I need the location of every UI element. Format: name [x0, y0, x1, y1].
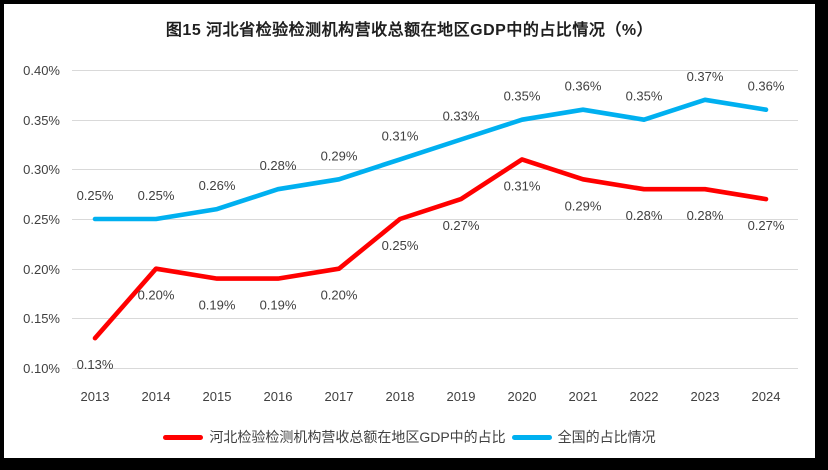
national-series-line-swatch	[511, 434, 552, 440]
national-data-label: 0.36%	[565, 79, 602, 94]
hebei-data-label: 0.20%	[321, 288, 358, 303]
y-axis-tick-label: 0.35%	[23, 113, 60, 128]
national-data-label: 0.36%	[748, 79, 785, 94]
y-axis-tick-label: 0.40%	[23, 63, 60, 78]
x-axis-tick-label: 2024	[752, 389, 781, 404]
x-axis-tick-label: 2022	[630, 389, 659, 404]
x-axis-tick-label: 2016	[264, 389, 293, 404]
national-data-label: 0.28%	[260, 158, 297, 173]
x-axis-tick-label: 2021	[569, 389, 598, 404]
hebei-data-label: 0.28%	[687, 208, 724, 223]
hebei-data-label: 0.27%	[748, 218, 785, 233]
hebei-data-label: 0.25%	[382, 238, 419, 253]
legend-label-hebei: 河北检验检测机构营收总额在地区GDP中的占比	[209, 429, 506, 445]
legend-item-hebei: 河北检验检测机构营收总额在地区GDP中的占比	[163, 427, 506, 447]
x-axis-tick-label: 2020	[508, 389, 537, 404]
hebei-data-label: 0.13%	[77, 357, 114, 372]
hebei-data-label: 0.19%	[199, 298, 236, 313]
x-axis-tick-label: 2023	[691, 389, 720, 404]
legend-label-national: 全国的占比情况	[557, 429, 656, 445]
hebei-series-line-swatch	[163, 434, 204, 440]
y-axis-tick-label: 0.10%	[23, 361, 60, 376]
national-data-label: 0.25%	[138, 188, 175, 203]
chart-canvas	[4, 4, 815, 458]
national-data-label: 0.33%	[443, 109, 480, 124]
national-data-label: 0.37%	[687, 69, 724, 84]
hebei-series-line	[92, 157, 769, 341]
x-axis-tick-label: 2017	[325, 389, 354, 404]
x-axis-tick-label: 2015	[203, 389, 232, 404]
national-data-label: 0.26%	[199, 178, 236, 193]
y-axis-tick-label: 0.15%	[23, 311, 60, 326]
x-axis-tick-label: 2019	[447, 389, 476, 404]
y-axis-tick-label: 0.20%	[23, 262, 60, 277]
x-axis-tick-label: 2014	[142, 389, 171, 404]
chart-legend: 河北检验检测机构营收总额在地区GDP中的占比 全国的占比情况	[4, 424, 815, 450]
hebei-data-label: 0.19%	[260, 298, 297, 313]
chart-title: 图15 河北省检验检测机构营收总额在地区GDP中的占比情况（%）	[165, 22, 654, 39]
national-data-label: 0.25%	[77, 188, 114, 203]
hebei-data-label: 0.29%	[565, 198, 602, 213]
national-data-label: 0.35%	[504, 89, 541, 104]
hebei-data-label: 0.27%	[443, 218, 480, 233]
hebei-data-label: 0.28%	[626, 208, 663, 223]
hebei-data-label: 0.20%	[138, 288, 175, 303]
y-axis-tick-label: 0.30%	[23, 162, 60, 177]
national-series-line	[92, 97, 769, 222]
hebei-data-label: 0.31%	[504, 178, 541, 193]
y-axis-tick-label: 0.25%	[23, 212, 60, 227]
legend-item-national: 全国的占比情况	[511, 427, 656, 447]
national-data-label: 0.35%	[626, 89, 663, 104]
national-data-label: 0.29%	[321, 148, 358, 163]
national-data-label: 0.31%	[382, 128, 419, 143]
x-axis-tick-label: 2013	[81, 389, 110, 404]
x-axis-tick-label: 2018	[386, 389, 415, 404]
